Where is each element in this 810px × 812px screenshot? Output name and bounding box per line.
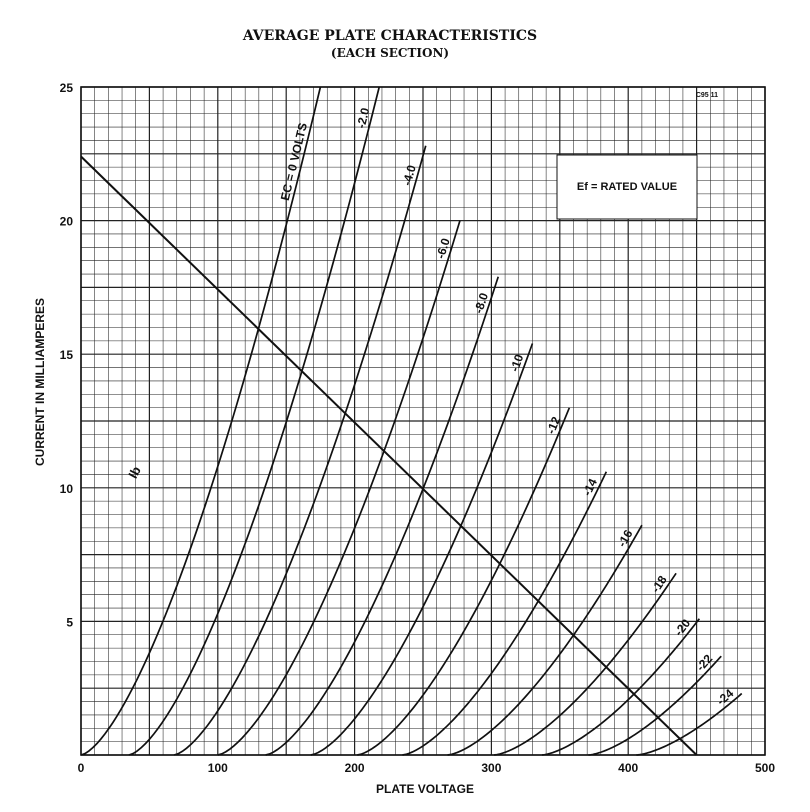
- curve-label: -18: [648, 573, 669, 595]
- y-tick-labels: 5 10 15 20 25: [60, 81, 74, 629]
- y-tick-label: 10: [60, 482, 74, 496]
- x-tick-label: 100: [208, 761, 228, 775]
- curve-line: [588, 655, 722, 756]
- load-line-path: [80, 155, 698, 756]
- y-axis-label: CURRENT IN MILLIAMPERES: [33, 298, 47, 466]
- plate-curves: EC = 0 VOLTS -2.0 -4.0 -6.0 -8.0 -10 -12 -14 -16…: [80, 86, 743, 756]
- curve-line: [494, 572, 677, 756]
- x-tick-label: 200: [345, 761, 365, 775]
- curve-label: EC = 0 VOLTS: [278, 121, 310, 202]
- curve-label: -20: [671, 616, 693, 639]
- curve-label: -12: [544, 414, 564, 436]
- y-tick-label: 15: [60, 348, 74, 362]
- plot-frame: [80, 86, 766, 756]
- x-tick-label: 400: [618, 761, 638, 775]
- y-tick-label: 5: [66, 615, 73, 629]
- curve-line: [80, 86, 322, 756]
- figure-code: C95 11: [696, 92, 718, 99]
- curve-line: [173, 145, 427, 756]
- curve-label: -2.0: [354, 106, 373, 130]
- curve-line: [402, 471, 608, 756]
- curve-label: -8.0: [471, 291, 491, 315]
- annotation-text: Ef = RATED VALUE: [577, 181, 677, 193]
- curve-line: [636, 692, 743, 756]
- curve-label: -24: [714, 686, 737, 708]
- curve-line: [217, 220, 461, 756]
- curve-label: -10: [507, 352, 526, 373]
- load-line: Ib: [80, 155, 698, 756]
- y-tick-label: 20: [60, 215, 74, 229]
- curve-line: [357, 407, 571, 756]
- x-tick-label: 0: [78, 761, 85, 775]
- curve-line: [447, 524, 643, 756]
- curve-line: [310, 343, 534, 756]
- curve-line: [265, 276, 500, 756]
- curve-line: [541, 618, 701, 756]
- x-tick-label: 300: [481, 761, 501, 775]
- curve-label: -16: [615, 527, 636, 549]
- load-line-label: Ib: [125, 464, 144, 481]
- curve-label: -14: [580, 476, 600, 498]
- chart-subtitle: (EACH SECTION): [331, 46, 449, 60]
- x-tick-label: 500: [755, 761, 775, 775]
- curve-label: -6.0: [433, 236, 453, 260]
- x-tick-labels: 0 100 200 300 400 500: [78, 761, 776, 775]
- x-axis-label: PLATE VOLTAGE: [376, 782, 474, 796]
- y-tick-label: 25: [60, 81, 74, 95]
- chart-title: AVERAGE PLATE CHARACTERISTICS: [242, 28, 537, 44]
- curve-label: -4.0: [400, 163, 419, 187]
- grid: [80, 86, 766, 756]
- curve-line: [128, 86, 381, 756]
- annotation-box: Ef = RATED VALUE: [556, 154, 698, 220]
